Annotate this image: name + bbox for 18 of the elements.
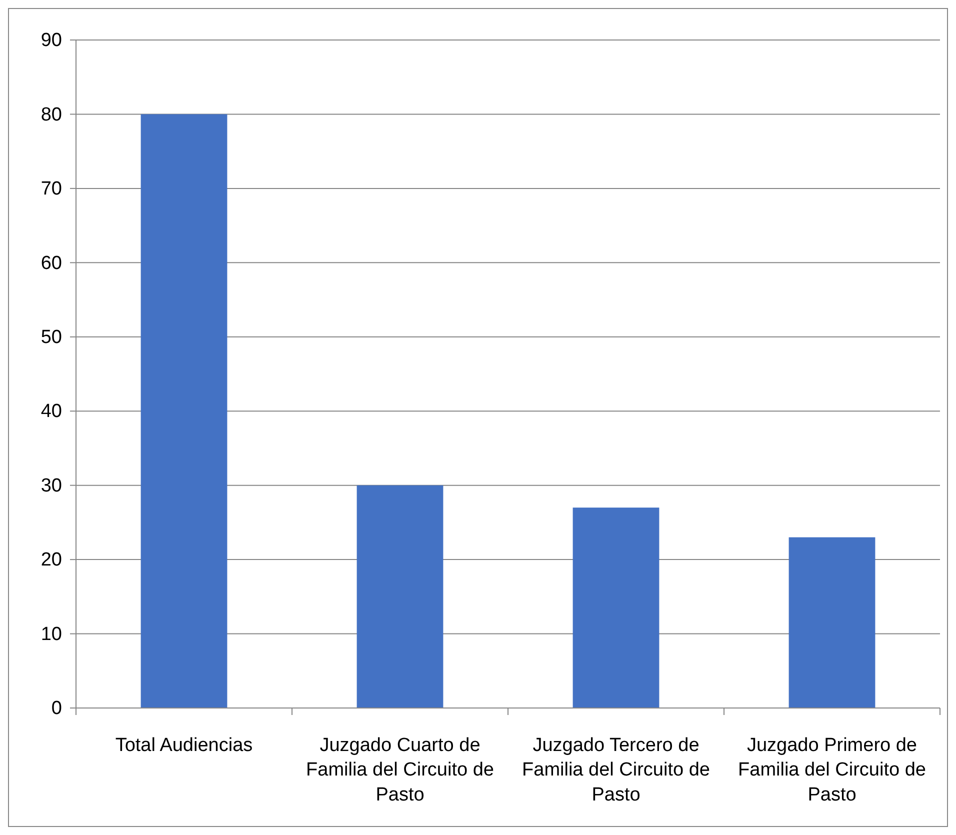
bar <box>572 508 660 708</box>
y-tick-label: 90 <box>40 30 62 52</box>
y-tick-label: 60 <box>40 252 62 274</box>
y-tick-label: 70 <box>40 178 62 200</box>
x-tick-label: Juzgado Tercero de Familia del Circuito de Pasto <box>522 735 710 806</box>
x-tick-label: Juzgado Primero de Familia del Circuito de Pasto <box>738 735 926 806</box>
y-tick-label: 80 <box>40 104 62 126</box>
y-tick-label: 40 <box>40 401 62 422</box>
bar <box>788 537 876 708</box>
bar <box>356 485 444 708</box>
y-tick-label: 10 <box>40 624 62 645</box>
y-tick-label: 50 <box>40 326 62 348</box>
y-tick-label: 0 <box>51 698 62 720</box>
x-tick-label: Juzgado Cuarto de Familia del Circuito de Pasto <box>306 735 494 806</box>
bar <box>140 114 228 708</box>
x-tick-label: Total Audiencias <box>115 735 253 756</box>
y-tick-label: 30 <box>40 475 62 496</box>
y-tick-label: 20 <box>40 550 62 571</box>
